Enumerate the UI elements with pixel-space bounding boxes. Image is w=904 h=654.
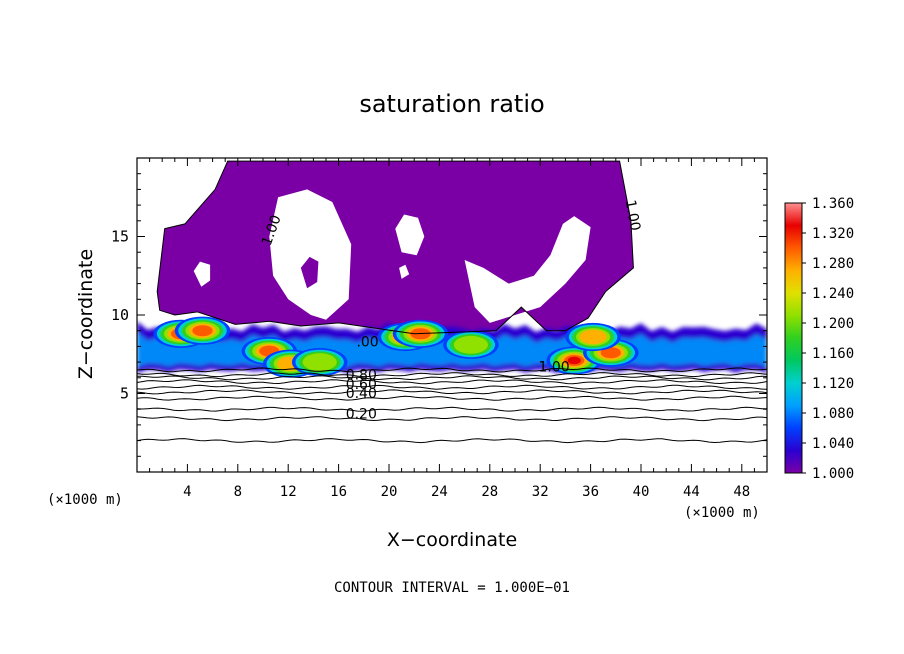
contour-line-1-00 [156,160,634,335]
x-tick-label: 4 [183,484,191,500]
core-level [579,329,607,345]
contour-label: 0.60 [346,377,377,393]
colorbar: 1.360 1.320 1.280 1.240 1.200 1.160 1.120 1.080… [784,196,854,482]
colorbar-label: 1.160 [812,346,854,362]
y-tick-label: 15 [111,228,129,246]
contour-line [137,406,767,412]
colorbar-label: 1.120 [812,376,854,392]
contour-line [137,438,767,444]
contour-label: 0.80 [346,367,377,383]
contour-line [137,367,767,373]
x-tick-label: 36 [582,484,599,500]
colorbar-label: 1.240 [812,286,854,302]
core-level [600,347,621,359]
contour-line [137,375,767,381]
colorbar-label: 1.280 [812,256,854,272]
contour-line [137,395,767,401]
x-tick-label: 32 [532,484,549,500]
x-axis-label: X−coordinate [387,529,517,551]
x-tick-label: 20 [381,484,398,500]
supersaturated-region [157,161,634,334]
contour-label: 1.00 [622,199,643,232]
chart-title: saturation ratio [359,90,544,118]
x-tick-label: 44 [683,484,700,500]
x-tick-label: 8 [234,484,242,500]
contour-line [137,372,767,378]
core-level [192,325,213,337]
contour-line [137,389,767,395]
contour-label: .00 [356,334,378,350]
plot-area: 1.00 1.000.800.600.400.20.001.00 4 8 12 16 20… [111,157,768,500]
x-unit-right: (×1000 m) [684,505,760,521]
x-tick-label: 12 [280,484,297,500]
colorbar-label: 1.000 [812,466,854,482]
x-unit-left: (×1000 m) [47,492,123,508]
subsaturated-contours [137,160,767,444]
colorbar-label: 1.080 [812,406,854,422]
cloud-core [565,322,621,352]
contour-line [137,384,767,390]
colorbar-label: 1.040 [812,436,854,452]
contour-line [137,416,767,422]
colorbar-label: 1.320 [812,226,854,242]
contour-label: 1.00 [539,360,570,376]
x-tick-label: 28 [481,484,498,500]
y-axis-label: Z−coordinate [75,249,97,379]
core-level [453,335,488,354]
colorbar-label: 1.200 [812,316,854,332]
x-tick-label: 16 [330,484,347,500]
contour-interval-note: CONTOUR INTERVAL = 1.000E−01 [334,580,570,596]
colorbar-label: 1.360 [812,196,854,212]
contour-label: 0.20 [346,407,377,423]
colorbar-fill [784,202,803,474]
x-axis-ticks: 4 8 12 16 20 24 28 32 36 40 44 48 [149,158,755,500]
contour-line [137,379,767,385]
saturation-field [137,161,767,378]
colorbar-ticks: 1.360 1.320 1.280 1.240 1.200 1.160 1.120 1.080… [802,196,854,482]
core-level [567,356,581,365]
cloud-core [292,348,348,377]
contour-label: 0.40 [346,386,377,402]
y-tick-label: 5 [120,385,129,403]
x-tick-label: 48 [733,484,750,500]
x-tick-label: 40 [633,484,650,500]
x-tick-label: 24 [431,484,448,500]
y-tick-label: 10 [111,306,129,324]
y-axis-ticks: 5 10 15 [111,173,767,457]
cloud-core [443,330,499,359]
cloud-core [174,316,231,345]
core-level [302,353,337,371]
